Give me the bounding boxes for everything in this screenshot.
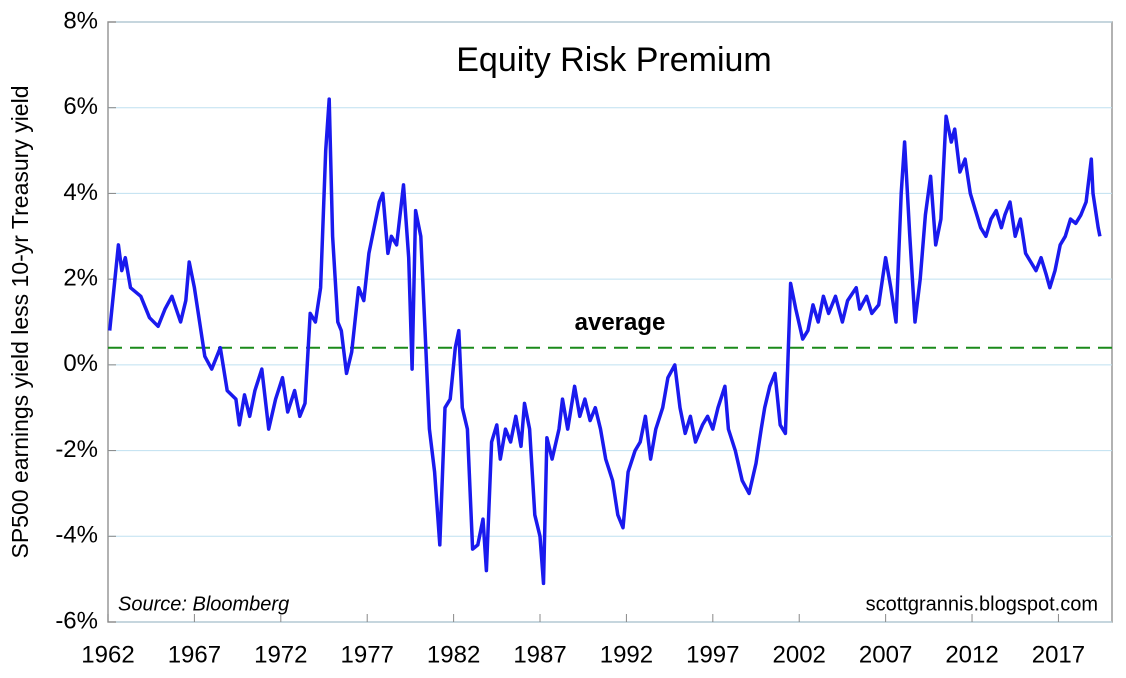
x-tick-label: 2002 [773, 641, 826, 668]
x-tick-label: 2012 [945, 641, 998, 668]
y-tick-label: -2% [55, 436, 98, 463]
x-tick-label: 1987 [513, 641, 566, 668]
average-label: average [575, 309, 666, 336]
x-tick-label: 2017 [1032, 641, 1085, 668]
y-tick-label: 6% [63, 93, 98, 120]
x-tick-label: 1967 [168, 641, 221, 668]
x-tick-label: 1982 [427, 641, 480, 668]
y-tick-label: -4% [55, 522, 98, 549]
x-tick-label: 1962 [81, 641, 134, 668]
data-line [107, 97, 1102, 586]
source-note: Source: Bloomberg [118, 593, 289, 615]
y-axis-label: SP500 earnings yield less 10-yr Treasury… [7, 85, 33, 558]
chart-title: Equity Risk Premium [456, 41, 772, 79]
x-tick-label: 1972 [254, 641, 307, 668]
y-tick-label: 4% [63, 179, 98, 206]
x-tick-label: 1997 [686, 641, 739, 668]
x-tick-label: 1977 [341, 641, 394, 668]
y-tick-label: -6% [55, 607, 98, 634]
y-tick-label: 0% [63, 350, 98, 377]
y-tick-label: 8% [63, 7, 98, 34]
watermark: scottgrannis.blogspot.com [866, 593, 1098, 615]
x-tick-label: 1992 [600, 641, 653, 668]
y-tick-label: 2% [63, 264, 98, 291]
x-tick-label: 2007 [859, 641, 912, 668]
